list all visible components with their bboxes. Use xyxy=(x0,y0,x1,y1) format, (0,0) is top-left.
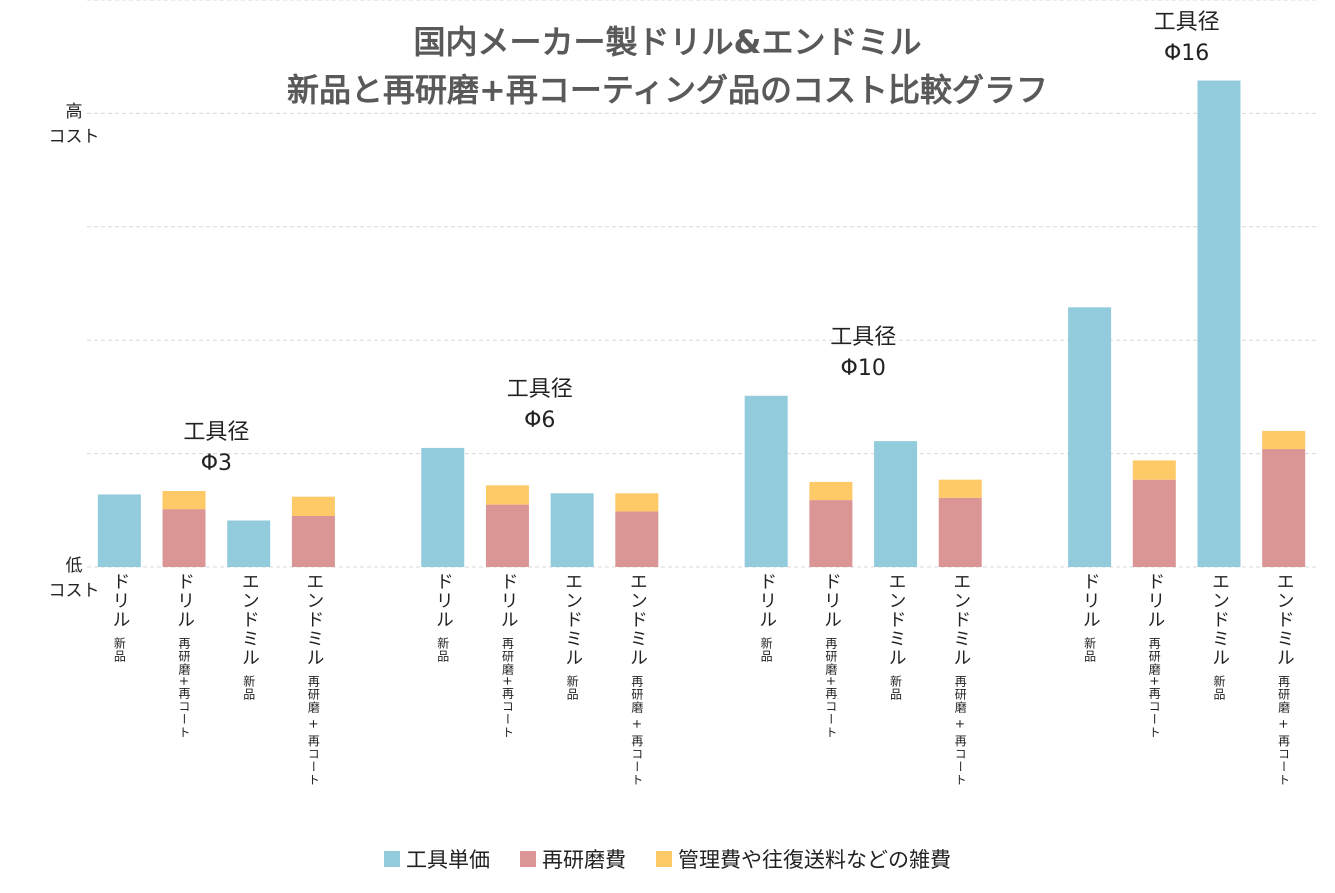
category-sublabel: 再研磨 + 再コート xyxy=(629,675,644,787)
group-label: 工具径 Φ16 xyxy=(1153,9,1220,66)
legend: 工具単価 再研磨費 管理費や往復送料などの雑費 xyxy=(0,844,1335,874)
bar-segment xyxy=(97,494,141,567)
bar-segment xyxy=(550,493,594,567)
bar-segment xyxy=(291,515,335,567)
legend-swatch xyxy=(520,851,536,867)
bar-segment xyxy=(162,491,206,510)
legend-item: 管理費や往復送料などの雑費 xyxy=(656,844,951,874)
category-label: ドリル xyxy=(756,572,778,629)
category-label: エンドミル xyxy=(1208,572,1230,667)
category-label: ドリル xyxy=(820,572,842,629)
x-tick-label: エンドミル再研磨 + 再コート xyxy=(298,572,328,787)
bar-segment xyxy=(615,511,659,567)
x-tick-label: エンドミル再研磨 + 再コート xyxy=(622,572,652,787)
bar-segment xyxy=(1262,430,1306,450)
category-label: エンドミル xyxy=(562,572,584,667)
chart-title: 国内メーカー製ドリル&エンドミル 新品と再研磨+再コーティング品のコスト比較グラ… xyxy=(287,23,1048,109)
legend-swatch xyxy=(384,851,400,867)
category-label: ドリル xyxy=(109,572,131,629)
bar-segment xyxy=(744,395,788,567)
x-tick-label: ドリル再研磨+再コート xyxy=(492,572,522,739)
x-tick-label: エンドミル再研磨 + 再コート xyxy=(1269,572,1299,787)
group-label: 工具径 Φ10 xyxy=(830,324,897,381)
bar-segment xyxy=(485,485,529,505)
group-label: 工具径 Φ3 xyxy=(183,420,250,477)
bar-segment xyxy=(874,441,918,567)
bar-segment xyxy=(162,509,206,567)
bar-segment xyxy=(1132,460,1176,480)
x-tick-label: ドリル再研磨+再コート xyxy=(1139,572,1169,739)
x-tick-label: エンドミル新品 xyxy=(1204,572,1234,701)
legend-item: 再研磨費 xyxy=(520,844,626,874)
category-sublabel: 再研磨+再コート xyxy=(177,637,192,740)
category-sublabel: 新品 xyxy=(759,637,774,663)
bar-segment xyxy=(615,493,659,512)
category-sublabel: 再研磨 + 再コート xyxy=(306,675,321,787)
category-label: エンドミル xyxy=(950,572,972,667)
x-tick-label: エンドミル新品 xyxy=(234,572,264,701)
category-label: ドリル xyxy=(497,572,519,629)
y-tick-label: 高 コスト xyxy=(48,102,100,148)
bar-segment xyxy=(421,447,465,567)
category-sublabel: 新品 xyxy=(1082,637,1097,663)
bar-segment xyxy=(227,520,271,567)
legend-label: 再研磨費 xyxy=(542,848,626,872)
category-label: エンドミル xyxy=(626,572,648,667)
category-sublabel: 再研磨+再コート xyxy=(1147,637,1162,740)
x-tick-label: ドリル再研磨+再コート xyxy=(816,572,846,739)
category-label: ドリル xyxy=(1144,572,1166,629)
category-sublabel: 新品 xyxy=(888,675,903,701)
category-sublabel: 新品 xyxy=(1211,675,1226,701)
x-tick-label: エンドミル新品 xyxy=(557,572,587,701)
category-label: エンドミル xyxy=(1273,572,1295,667)
group-label: 工具径 Φ6 xyxy=(506,376,573,433)
bar-segment xyxy=(1132,479,1176,567)
category-label: ドリル xyxy=(1079,572,1101,629)
bar-segment xyxy=(809,500,853,567)
category-label: エンドミル xyxy=(238,572,260,667)
category-label: エンドミル xyxy=(303,572,325,667)
category-sublabel: 新品 xyxy=(241,675,256,701)
bar-segment xyxy=(1262,449,1306,567)
bar-segment xyxy=(938,497,982,567)
bar-segment xyxy=(485,504,529,567)
x-tick-label: ドリル新品 xyxy=(104,572,134,663)
bar-segment xyxy=(809,481,853,501)
bar-segment xyxy=(938,479,982,498)
bar-segment xyxy=(1197,80,1241,567)
bar-segment xyxy=(1068,307,1112,567)
legend-item: 工具単価 xyxy=(384,844,490,874)
bar-segment xyxy=(291,496,335,516)
legend-label: 工具単価 xyxy=(406,848,490,872)
category-label: ドリル xyxy=(174,572,196,629)
x-tick-label: エンドミル再研磨 + 再コート xyxy=(945,572,975,787)
x-tick-label: ドリル再研磨+再コート xyxy=(169,572,199,739)
y-tick-label: 低 コスト xyxy=(48,556,100,601)
category-sublabel: 再研磨 + 再コート xyxy=(953,675,968,787)
category-sublabel: 再研磨+再コート xyxy=(823,637,838,740)
x-tick-label: ドリル新品 xyxy=(751,572,781,663)
x-tick-label: ドリル新品 xyxy=(1075,572,1105,663)
category-label: ドリル xyxy=(432,572,454,629)
category-sublabel: 新品 xyxy=(112,637,127,663)
category-sublabel: 再研磨+再コート xyxy=(500,637,515,740)
category-sublabel: 新品 xyxy=(565,675,580,701)
category-sublabel: 新品 xyxy=(435,637,450,663)
legend-label: 管理費や往復送料などの雑費 xyxy=(678,848,951,872)
x-tick-label: エンドミル新品 xyxy=(881,572,911,701)
category-label: エンドミル xyxy=(885,572,907,667)
category-sublabel: 再研磨 + 再コート xyxy=(1276,675,1291,787)
legend-swatch xyxy=(656,851,672,867)
x-tick-label: ドリル新品 xyxy=(428,572,458,663)
